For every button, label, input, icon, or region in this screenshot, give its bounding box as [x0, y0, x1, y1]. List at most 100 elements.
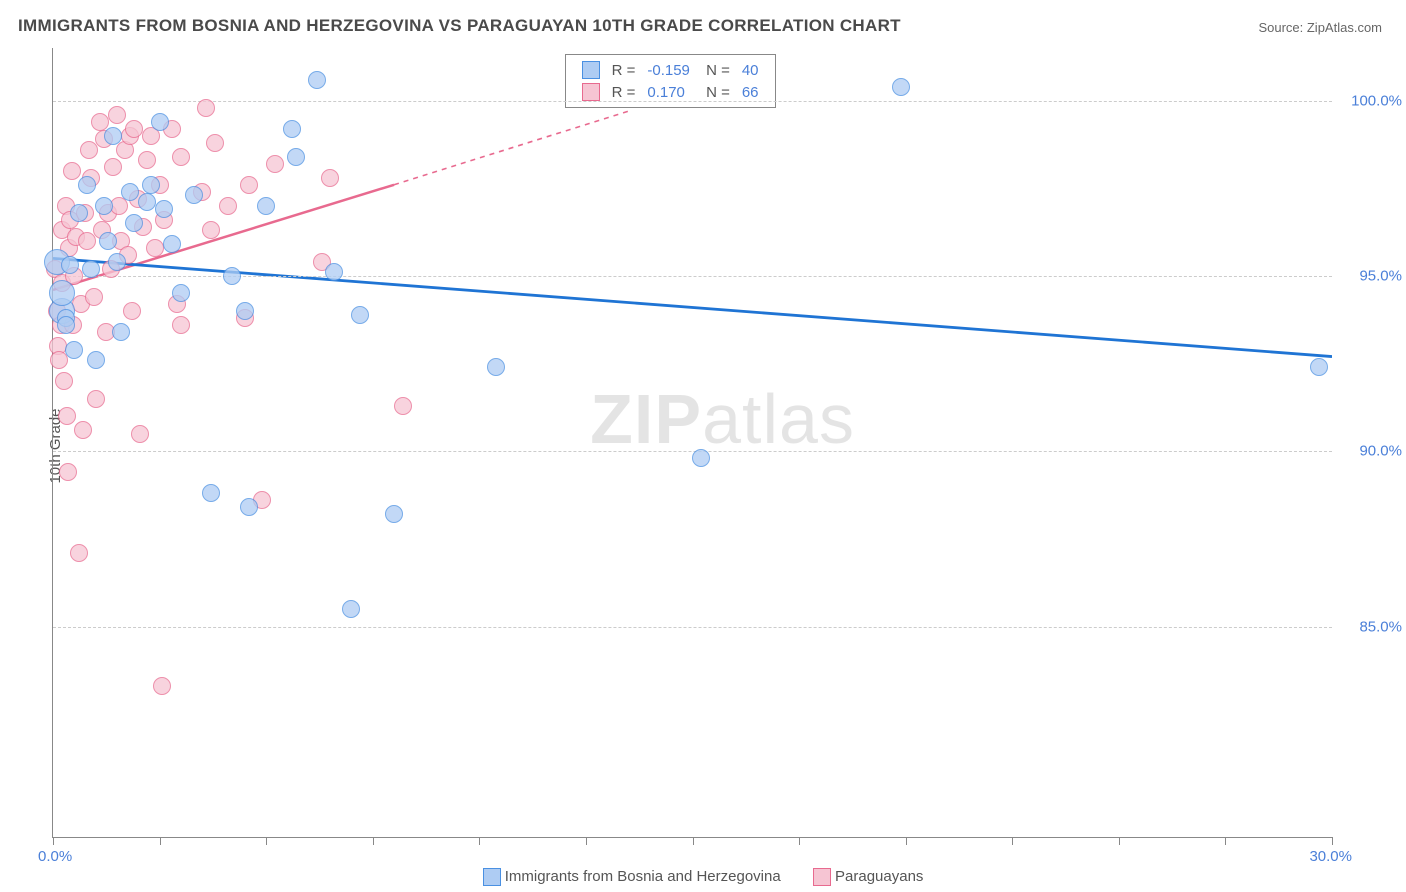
x-tick — [53, 837, 54, 845]
data-point — [1310, 358, 1328, 376]
data-point — [153, 677, 171, 695]
x-tick — [373, 837, 374, 845]
legend-n-a: 40 — [736, 59, 765, 81]
x-tick — [1012, 837, 1013, 845]
legend-item-b: Paraguayans — [813, 868, 924, 886]
data-point — [206, 134, 224, 152]
x-tick — [906, 837, 907, 845]
data-point — [61, 256, 79, 274]
data-point — [55, 372, 73, 390]
data-point — [99, 232, 117, 250]
x-tick — [479, 837, 480, 845]
data-point — [155, 200, 173, 218]
x-tick — [799, 837, 800, 845]
data-point — [236, 302, 254, 320]
chart-container: IMMIGRANTS FROM BOSNIA AND HERZEGOVINA V… — [0, 0, 1406, 892]
watermark-atlas: atlas — [702, 380, 855, 458]
data-point — [108, 106, 126, 124]
trend-lines — [53, 48, 1332, 837]
x-tick — [1332, 837, 1333, 845]
data-point — [63, 162, 81, 180]
data-point — [172, 316, 190, 334]
x-axis-min-label: 0.0% — [38, 848, 72, 865]
series-legend: Immigrants from Bosnia and Herzegovina P… — [0, 868, 1406, 886]
legend-label-a: Immigrants from Bosnia and Herzegovina — [505, 868, 781, 885]
x-axis-max-label: 30.0% — [1309, 848, 1352, 865]
x-tick — [693, 837, 694, 845]
data-point — [125, 214, 143, 232]
data-point — [240, 176, 258, 194]
gridline — [53, 627, 1332, 628]
legend-swatch-a-icon — [483, 868, 501, 886]
x-tick — [266, 837, 267, 845]
y-tick-label: 90.0% — [1342, 443, 1402, 460]
y-tick-label: 95.0% — [1342, 267, 1402, 284]
data-point — [138, 151, 156, 169]
data-point — [185, 186, 203, 204]
data-point — [342, 600, 360, 618]
data-point — [146, 239, 164, 257]
legend-r-a: -0.159 — [641, 59, 696, 81]
data-point — [487, 358, 505, 376]
data-point — [112, 323, 130, 341]
data-point — [223, 267, 241, 285]
data-point — [82, 260, 100, 278]
data-point — [104, 158, 122, 176]
data-point — [87, 351, 105, 369]
data-point — [85, 288, 103, 306]
trend-line — [394, 111, 628, 185]
data-point — [321, 169, 339, 187]
data-point — [104, 127, 122, 145]
y-tick-label: 85.0% — [1342, 618, 1402, 635]
plot-area: ZIPatlas R = -0.159 N = 40 R = 0.170 N =… — [52, 48, 1332, 838]
data-point — [172, 148, 190, 166]
data-point — [108, 253, 126, 271]
x-tick — [586, 837, 587, 845]
data-point — [70, 204, 88, 222]
data-point — [125, 120, 143, 138]
x-tick — [1119, 837, 1120, 845]
data-point — [57, 316, 75, 334]
data-point — [283, 120, 301, 138]
data-point — [308, 71, 326, 89]
gridline — [53, 101, 1332, 102]
data-point — [219, 197, 237, 215]
data-point — [151, 113, 169, 131]
legend-row-a: R = -0.159 N = 40 — [576, 59, 765, 81]
data-point — [202, 484, 220, 502]
data-point — [121, 183, 139, 201]
data-point — [287, 148, 305, 166]
legend-r-label: R = — [606, 59, 642, 81]
legend-swatch-b-icon — [813, 868, 831, 886]
data-point — [172, 284, 190, 302]
data-point — [123, 302, 141, 320]
data-point — [325, 263, 343, 281]
data-point — [163, 235, 181, 253]
data-point — [692, 449, 710, 467]
data-point — [78, 176, 96, 194]
watermark: ZIPatlas — [590, 379, 855, 459]
data-point — [95, 197, 113, 215]
data-point — [385, 505, 403, 523]
x-tick — [160, 837, 161, 845]
gridline — [53, 276, 1332, 277]
gridline — [53, 451, 1332, 452]
data-point — [58, 407, 76, 425]
chart-title: IMMIGRANTS FROM BOSNIA AND HERZEGOVINA V… — [18, 16, 901, 36]
data-point — [202, 221, 220, 239]
data-point — [892, 78, 910, 96]
data-point — [240, 498, 258, 516]
legend-item-a: Immigrants from Bosnia and Herzegovina — [483, 868, 781, 886]
legend-swatch-a — [582, 61, 600, 79]
data-point — [131, 425, 149, 443]
y-tick-label: 100.0% — [1342, 92, 1402, 109]
data-point — [351, 306, 369, 324]
x-tick — [1225, 837, 1226, 845]
legend-label-b: Paraguayans — [835, 868, 923, 885]
data-point — [74, 421, 92, 439]
legend-n-label: N = — [696, 59, 736, 81]
data-point — [49, 280, 75, 306]
data-point — [197, 99, 215, 117]
data-point — [138, 193, 156, 211]
data-point — [394, 397, 412, 415]
